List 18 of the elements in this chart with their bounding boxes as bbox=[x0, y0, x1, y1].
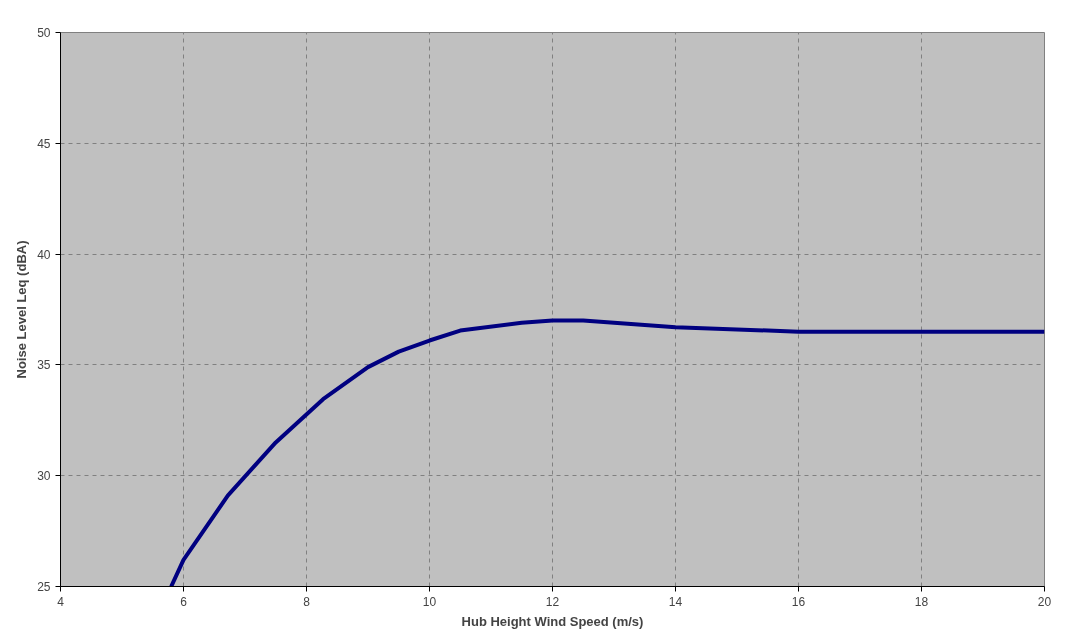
x-tick-label: 8 bbox=[303, 594, 311, 609]
x-axis-title: Hub Height Wind Speed (m/s) bbox=[461, 613, 644, 629]
y-tick-label: 35 bbox=[37, 358, 51, 373]
y-tick-label: 25 bbox=[37, 580, 51, 594]
line-series bbox=[169, 318, 1045, 587]
x-tick-label: 14 bbox=[668, 594, 683, 609]
x-tick-label: 6 bbox=[180, 594, 188, 609]
y-tick-label: 30 bbox=[37, 469, 51, 484]
y-tick-label: 40 bbox=[37, 247, 51, 262]
y-axis-title: Noise Level Leq (dBA) bbox=[14, 240, 30, 379]
x-tick-label: 20 bbox=[1037, 594, 1052, 609]
y-tick-label: 45 bbox=[37, 136, 51, 151]
x-tick-label: 10 bbox=[422, 594, 437, 609]
x-tick-label: 4 bbox=[57, 594, 65, 609]
y-tick-label: 50 bbox=[37, 26, 51, 40]
x-tick-label: 18 bbox=[914, 594, 929, 609]
x-tick-label: 16 bbox=[791, 594, 806, 609]
x-tick-label: 12 bbox=[545, 594, 560, 609]
